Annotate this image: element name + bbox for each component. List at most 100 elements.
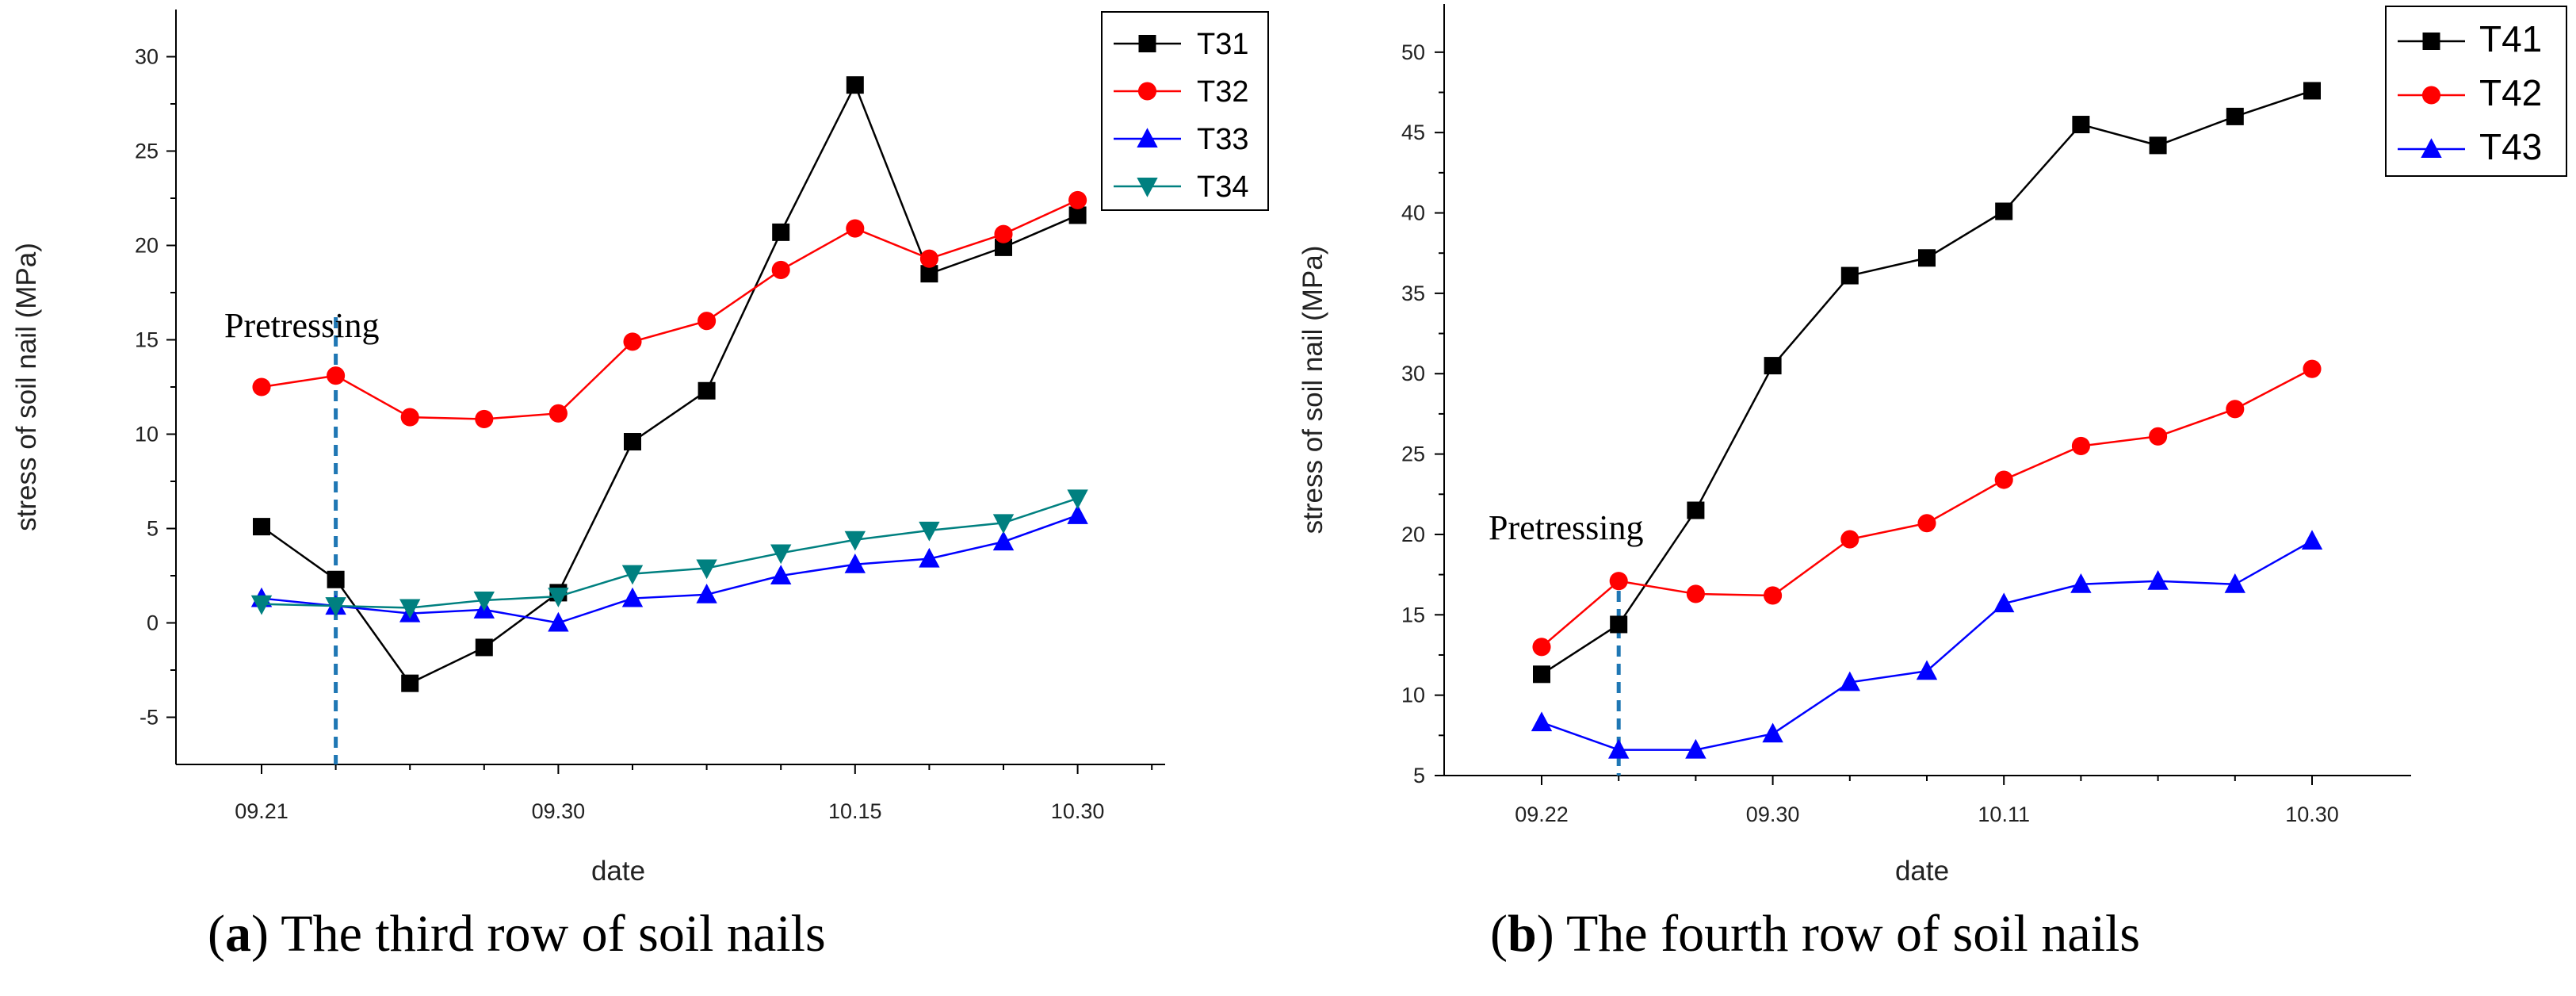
x-tick-label: 10.30 xyxy=(1051,799,1105,823)
data-point-T32 xyxy=(919,249,938,268)
legend-marker-T32 xyxy=(1137,82,1157,101)
data-point-T42 xyxy=(1764,586,1783,605)
data-point-T42 xyxy=(1532,638,1551,657)
series-line-T33 xyxy=(261,514,1079,624)
series-T43 xyxy=(1531,530,2323,759)
data-point-T34 xyxy=(844,531,866,551)
data-point-T42 xyxy=(2149,427,2168,446)
data-point-T41 xyxy=(1610,615,1628,634)
data-point-T42 xyxy=(2071,436,2090,455)
data-point-T32 xyxy=(994,224,1013,243)
x-tick-label: 09.30 xyxy=(532,799,586,823)
data-point-T34 xyxy=(548,588,569,607)
data-point-T42 xyxy=(2226,400,2245,419)
y-tick-label: 50 xyxy=(1401,40,1425,64)
data-point-T33 xyxy=(696,584,717,603)
y-tick-label: 25 xyxy=(135,140,159,163)
data-point-T33 xyxy=(770,565,792,584)
x-tick-label: 10.11 xyxy=(1978,803,2030,826)
data-point-T32 xyxy=(252,377,271,396)
legend-label-T34: T34 xyxy=(1197,170,1248,204)
y-tick-label: 15 xyxy=(135,328,159,352)
pretressing-annotation: Pretressing xyxy=(1489,508,1644,547)
data-point-T34 xyxy=(621,565,644,585)
data-point-T31 xyxy=(698,381,716,400)
legend-marker-T42 xyxy=(2421,86,2441,105)
series-T33 xyxy=(250,504,1088,632)
pretressing-annotation: Pretressing xyxy=(224,306,380,345)
data-point-T43 xyxy=(1993,592,2015,613)
data-point-T41 xyxy=(1764,357,1782,375)
y-tick-label: 45 xyxy=(1401,121,1425,144)
data-point-T32 xyxy=(400,408,419,427)
data-point-T34 xyxy=(992,514,1015,534)
series-T31 xyxy=(253,76,1087,692)
data-point-T43 xyxy=(1762,722,1783,743)
caption-b-text: The fourth row of soil nails xyxy=(1554,905,2141,963)
series-line-T32 xyxy=(261,199,1079,420)
y-tick-label: 35 xyxy=(1401,282,1425,305)
chart-panel-a: -5 0 5 10 15 20 25 30 09.21 09.30 10.15 10.30 date st… xyxy=(11,10,1269,887)
data-point-T31 xyxy=(846,76,864,94)
legend-marker-T33 xyxy=(1137,128,1158,147)
y-tick-label: 40 xyxy=(1401,201,1425,225)
legend-marker-T43 xyxy=(2421,138,2442,158)
data-point-T43 xyxy=(1839,671,1860,691)
legend-marker-T34 xyxy=(1137,178,1158,197)
legend-box xyxy=(1101,11,1269,211)
caption-a-label: a xyxy=(224,905,251,963)
data-point-T33 xyxy=(548,611,569,632)
data-point-T41 xyxy=(2072,116,2090,134)
y-tick-label: 5 xyxy=(1413,764,1425,787)
data-point-T42 xyxy=(1840,530,1859,549)
data-point-T42 xyxy=(1917,514,1936,533)
y-tick-label: 0 xyxy=(147,611,159,635)
x-tick-label: 09.30 xyxy=(1746,803,1800,826)
data-point-T42 xyxy=(1609,572,1628,591)
chart-panel-b: 5 10 15 20 25 30 35 40 45 50 09.22 09.30 10.11 10.30 d… xyxy=(1298,4,2567,887)
series-T41 xyxy=(1533,82,2321,684)
x-tick-label: 09.22 xyxy=(1515,803,1569,826)
data-point-T32 xyxy=(1068,190,1087,209)
data-point-T43 xyxy=(1916,660,1938,680)
data-point-T34 xyxy=(770,544,792,565)
data-point-T32 xyxy=(623,332,642,351)
data-point-T33 xyxy=(621,587,644,607)
data-point-T31 xyxy=(475,638,493,657)
legend-label-T42: T42 xyxy=(2479,72,2542,113)
y-tick-label: 10 xyxy=(1401,684,1425,707)
y-tick-label: 25 xyxy=(1401,442,1425,466)
data-point-T34 xyxy=(1067,489,1088,510)
series-T34 xyxy=(250,489,1088,619)
data-point-T34 xyxy=(250,595,273,615)
data-point-T34 xyxy=(325,597,346,617)
caption-a-text: The third row of soil nails xyxy=(268,905,826,963)
data-point-T43 xyxy=(1608,738,1630,759)
data-point-T32 xyxy=(548,404,568,423)
y-tick-label: 5 xyxy=(147,517,159,541)
legend-label-T41: T41 xyxy=(2479,18,2542,59)
data-point-T41 xyxy=(2303,82,2321,100)
series-T32 xyxy=(252,190,1087,429)
data-point-T34 xyxy=(473,591,495,611)
x-tick-label: 10.30 xyxy=(2285,803,2339,826)
data-point-T32 xyxy=(698,312,717,331)
data-point-T42 xyxy=(1994,470,2013,489)
y-axis-label: stress of soil nail (MPa) xyxy=(1298,246,1328,534)
caption-a: (a) The third row of soil nails xyxy=(208,905,826,963)
y-tick-label: -5 xyxy=(140,706,159,730)
legend-label-T43: T43 xyxy=(2479,126,2542,167)
data-point-T34 xyxy=(919,521,940,542)
y-tick-label: 30 xyxy=(135,45,159,69)
legend-label-T33: T33 xyxy=(1197,123,1248,156)
data-point-T31 xyxy=(253,518,270,536)
series-line-T34 xyxy=(261,497,1078,609)
x-tick-label: 10.15 xyxy=(828,799,882,823)
x-axis-label: date xyxy=(1895,856,1949,887)
data-point-T34 xyxy=(399,599,421,619)
data-point-T32 xyxy=(327,366,346,385)
data-point-T43 xyxy=(1685,738,1707,759)
y-tick-label: 20 xyxy=(135,234,159,258)
series-line-T43 xyxy=(1541,539,2313,751)
